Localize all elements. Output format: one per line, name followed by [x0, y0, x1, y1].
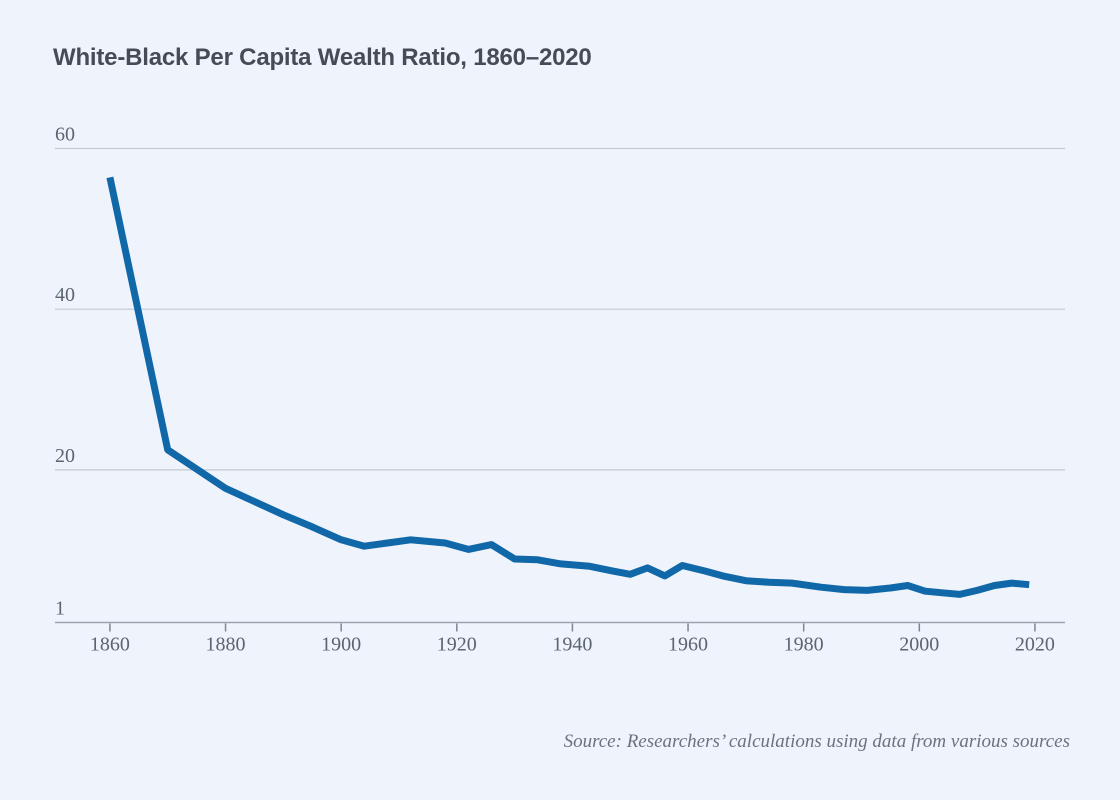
x-tick-label-1860: 1860 [90, 634, 130, 656]
y-tick-label-40: 40 [55, 284, 75, 306]
y-tick-label-1: 1 [55, 598, 65, 620]
x-tick-label-1880: 1880 [206, 634, 246, 656]
y-tick-label-60: 60 [55, 124, 75, 146]
x-tick-label-2020: 2020 [1015, 634, 1055, 656]
chart-title: White-Black Per Capita Wealth Ratio, 186… [53, 44, 592, 71]
y-tick-label-20: 20 [55, 445, 75, 467]
x-tick-label-1940: 1940 [552, 634, 592, 656]
x-tick-label-1980: 1980 [784, 634, 824, 656]
x-tick-label-1900: 1900 [321, 634, 361, 656]
source-note: Source: Researchers’ calculations using … [563, 731, 1070, 752]
x-tick-label-1960: 1960 [668, 634, 708, 656]
wealth-ratio-line [106, 176, 1030, 598]
x-tick-label-1920: 1920 [437, 634, 477, 656]
x-tick-label-2000: 2000 [899, 634, 939, 656]
